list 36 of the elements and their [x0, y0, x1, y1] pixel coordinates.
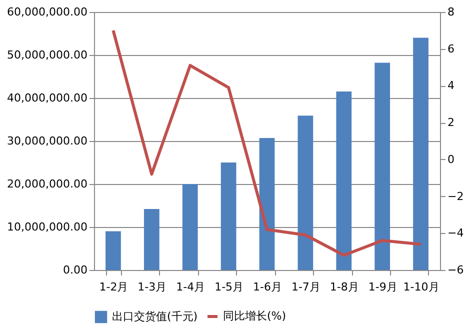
- x-tick-label: 1-6月: [253, 280, 282, 294]
- x-tick-label: 1-3月: [138, 280, 167, 294]
- y-tick-label: 40,000,000.00: [7, 92, 88, 104]
- x-tick-label: 1-10月: [403, 280, 440, 294]
- x-tick-label: 1-9月: [368, 280, 398, 294]
- y2-tick-label: 4: [448, 79, 454, 92]
- y2-tick-label: 0: [448, 152, 454, 166]
- line-series: [112, 28, 422, 257]
- bar: [220, 162, 236, 270]
- y-tick-label: 60,000,000.00: [7, 6, 88, 18]
- x-tick-label: 1-7月: [291, 280, 320, 294]
- bar: [259, 138, 275, 270]
- y2-tick-label: 2: [448, 116, 454, 130]
- y2-tick-label: −6: [448, 264, 464, 276]
- x-tick-label: 1-4月: [176, 280, 206, 294]
- y2-tick-label: 8: [448, 6, 454, 18]
- y2-tick-label: 6: [448, 42, 454, 56]
- y-tick-label: 20,000,000.00: [7, 178, 88, 190]
- y2-tick-label: −2: [448, 190, 464, 203]
- legend-label: 同比增长(%): [223, 310, 286, 322]
- y-tick-label: 0.00: [63, 264, 88, 276]
- bar: [182, 184, 198, 270]
- x-tick-label: 1-8月: [330, 280, 359, 294]
- bar: [374, 62, 390, 270]
- x-tick-label: 1-5月: [214, 280, 244, 294]
- y2-tick-label: −4: [448, 226, 464, 240]
- bar: [298, 116, 314, 270]
- bar: [144, 208, 160, 270]
- bar: [413, 38, 428, 270]
- y-tick-label: 50,000,000.00: [7, 48, 88, 62]
- legend-label: 出口交货值(千元): [112, 310, 198, 323]
- y-tick-label: 30,000,000.00: [7, 134, 88, 148]
- bar: [106, 231, 121, 270]
- bar: [336, 92, 352, 270]
- y-tick-label: 10,000,000.00: [7, 220, 88, 234]
- x-tick-label: 1-2月: [99, 280, 128, 294]
